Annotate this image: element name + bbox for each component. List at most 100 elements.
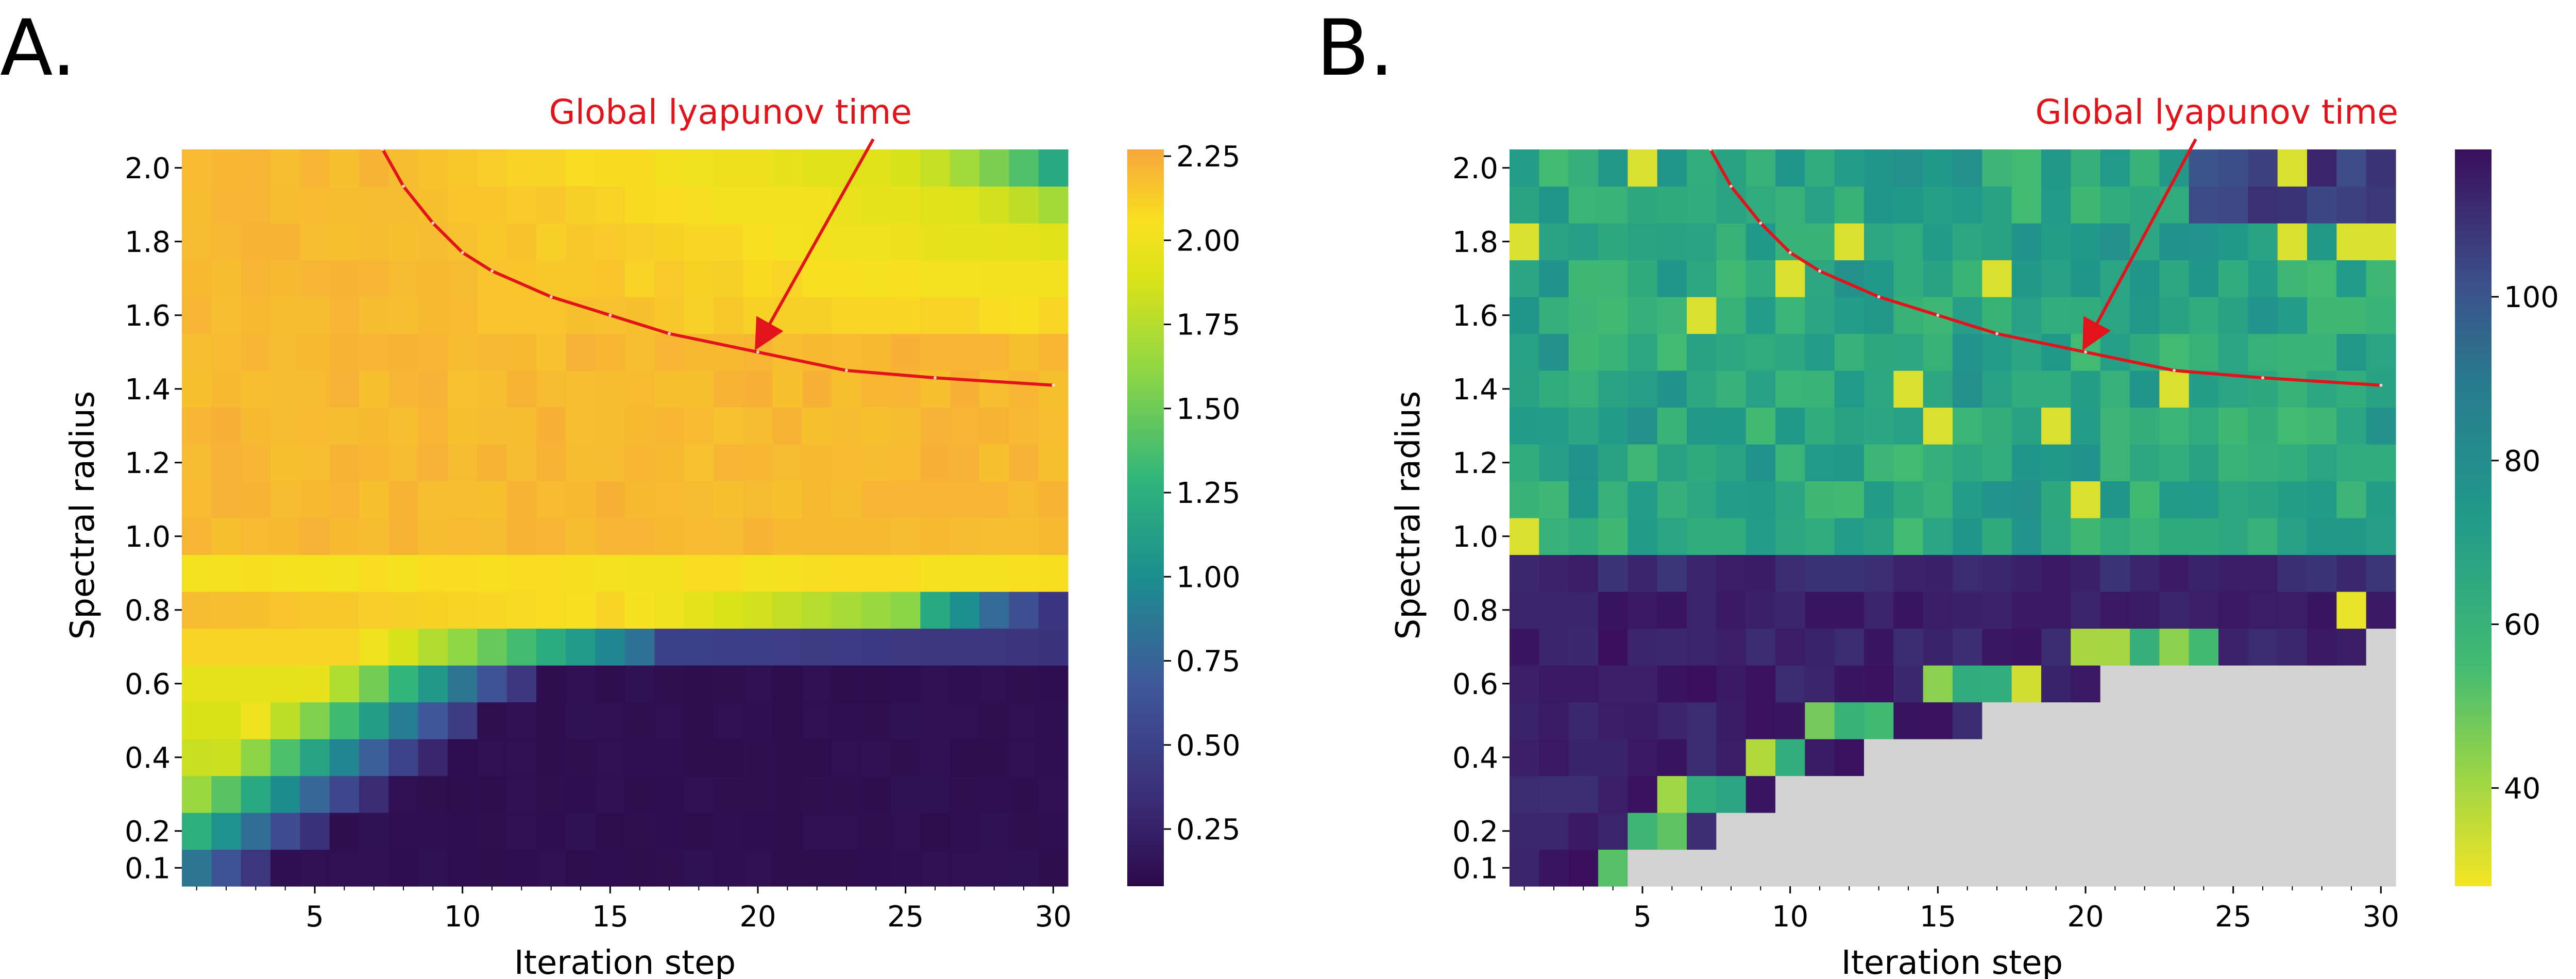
heatmap-cell xyxy=(743,149,773,187)
heatmap-cell xyxy=(625,407,655,445)
heatmap-cell xyxy=(2071,665,2101,703)
heatmap-cell xyxy=(1716,554,1747,592)
heatmap-cell xyxy=(1775,665,1805,703)
heatmap-cell xyxy=(2336,186,2367,224)
heatmap-cell xyxy=(182,481,212,518)
heatmap-cell xyxy=(418,333,448,371)
heatmap-cell xyxy=(950,702,980,739)
heatmap-cell xyxy=(1510,370,1539,408)
heatmap-cell xyxy=(1628,297,1658,334)
heatmap-cell xyxy=(2130,813,2160,850)
heatmap-cell xyxy=(536,775,566,813)
heatmap-cell xyxy=(1568,444,1599,482)
heatmap-cell xyxy=(1834,407,1865,445)
heatmap-cell xyxy=(891,592,921,629)
heatmap-cell xyxy=(2130,592,2160,629)
heatmap-cell xyxy=(1038,407,1069,445)
heatmap-cell xyxy=(1009,702,1039,739)
y-tick-label: 1.0 xyxy=(125,520,171,554)
heatmap-cell xyxy=(891,813,921,850)
heatmap-cell xyxy=(1805,554,1835,592)
heatmap-cell xyxy=(2336,260,2367,297)
colorbar-tick-label: 100 xyxy=(2504,281,2559,314)
heatmap-cell xyxy=(2218,260,2248,297)
heatmap-cell xyxy=(920,554,951,592)
heatmap-cell xyxy=(1834,702,1865,739)
heatmap-cell xyxy=(802,297,832,334)
heatmap-cell xyxy=(891,444,921,482)
heatmap-cell xyxy=(566,813,596,850)
heatmap-cell xyxy=(1038,481,1069,518)
heatmap-cell xyxy=(2277,481,2308,518)
heatmap-cell xyxy=(2041,592,2071,629)
heatmap-cell xyxy=(1745,333,1776,371)
heatmap-cell xyxy=(1745,481,1776,518)
y-tick-label: 1.4 xyxy=(1452,373,1498,407)
heatmap-cell xyxy=(477,628,507,666)
heatmap-cell xyxy=(802,370,832,408)
annotation-label-b: Global lyapunov time xyxy=(2036,92,2398,132)
heatmap-cell xyxy=(388,702,419,739)
heatmap-cell xyxy=(832,775,862,813)
heatmap-cell xyxy=(832,370,862,408)
heatmap-cell xyxy=(1775,628,1805,666)
heatmap-cell xyxy=(566,702,596,739)
heatmap-cell xyxy=(1628,628,1658,666)
heatmap-cell xyxy=(418,518,448,555)
heatmap-cell xyxy=(1687,592,1717,629)
heatmap-cell xyxy=(832,297,862,334)
heatmap-cell xyxy=(891,702,921,739)
heatmap-cell xyxy=(1510,628,1539,666)
heatmap-cell xyxy=(536,628,566,666)
heatmap-cell xyxy=(1805,849,1835,887)
heatmap-cell xyxy=(2130,407,2160,445)
heatmap-cell xyxy=(743,186,773,224)
heatmap-cell xyxy=(1598,407,1628,445)
heatmap-cell xyxy=(477,444,507,482)
heatmap-cell xyxy=(1009,370,1039,408)
heatmap-cell xyxy=(1745,186,1776,224)
heatmap-cell xyxy=(182,554,212,592)
heatmap-cell xyxy=(2307,260,2337,297)
heatmap-cell xyxy=(950,849,980,887)
heatmap-cell xyxy=(2366,407,2396,445)
heatmap-cell xyxy=(270,518,300,555)
heatmap-cell xyxy=(2366,518,2396,555)
heatmap-cell xyxy=(2277,186,2308,224)
heatmap-cell xyxy=(1805,370,1835,408)
heatmap-cell xyxy=(950,554,980,592)
heatmap-cell xyxy=(1893,849,1924,887)
heatmap-cell xyxy=(1745,628,1776,666)
heatmap-cell xyxy=(950,592,980,629)
heatmap-cell xyxy=(182,702,212,739)
panel-b: B. 5 10 15 20 25 30 0.10.2 0.4 0.6 0.8 1.0 1.2 1.4 1.… xyxy=(1316,4,2559,979)
heatmap-cell xyxy=(595,333,625,371)
heatmap-cell xyxy=(448,628,478,666)
heatmap-cell xyxy=(2336,592,2367,629)
heatmap-cell xyxy=(300,739,330,777)
heatmap-cell xyxy=(2011,297,2042,334)
colorbar-ticks-a: 0.25 0.50 0.75 1.00 1.25 1.50 1.75 2.00 2.25 xyxy=(1164,140,1241,847)
x-tick-label: 30 xyxy=(1035,900,1072,934)
heatmap-cell xyxy=(2307,775,2337,813)
heatmap-cell xyxy=(2307,849,2337,887)
heatmap-cell xyxy=(1598,739,1628,777)
lyapunov-point xyxy=(1818,269,1821,273)
heatmap-cell xyxy=(1038,739,1069,777)
heatmap-cell xyxy=(2159,518,2190,555)
heatmap-cell xyxy=(595,260,625,297)
heatmap-cell xyxy=(1628,518,1658,555)
heatmap-cell xyxy=(1628,739,1658,777)
heatmap-cell xyxy=(2130,554,2160,592)
lyapunov-point xyxy=(2084,350,2087,354)
heatmap-cell xyxy=(1893,223,1924,261)
heatmap-cell xyxy=(1657,407,1687,445)
heatmap-cell xyxy=(2336,775,2367,813)
heatmap-cell xyxy=(182,223,212,261)
heatmap-cell xyxy=(1568,260,1599,297)
heatmap-cell xyxy=(654,702,685,739)
heatmap-cell xyxy=(920,149,951,187)
heatmap-cell xyxy=(950,518,980,555)
heatmap-cell xyxy=(595,370,625,408)
heatmap-cell xyxy=(1953,775,1982,813)
